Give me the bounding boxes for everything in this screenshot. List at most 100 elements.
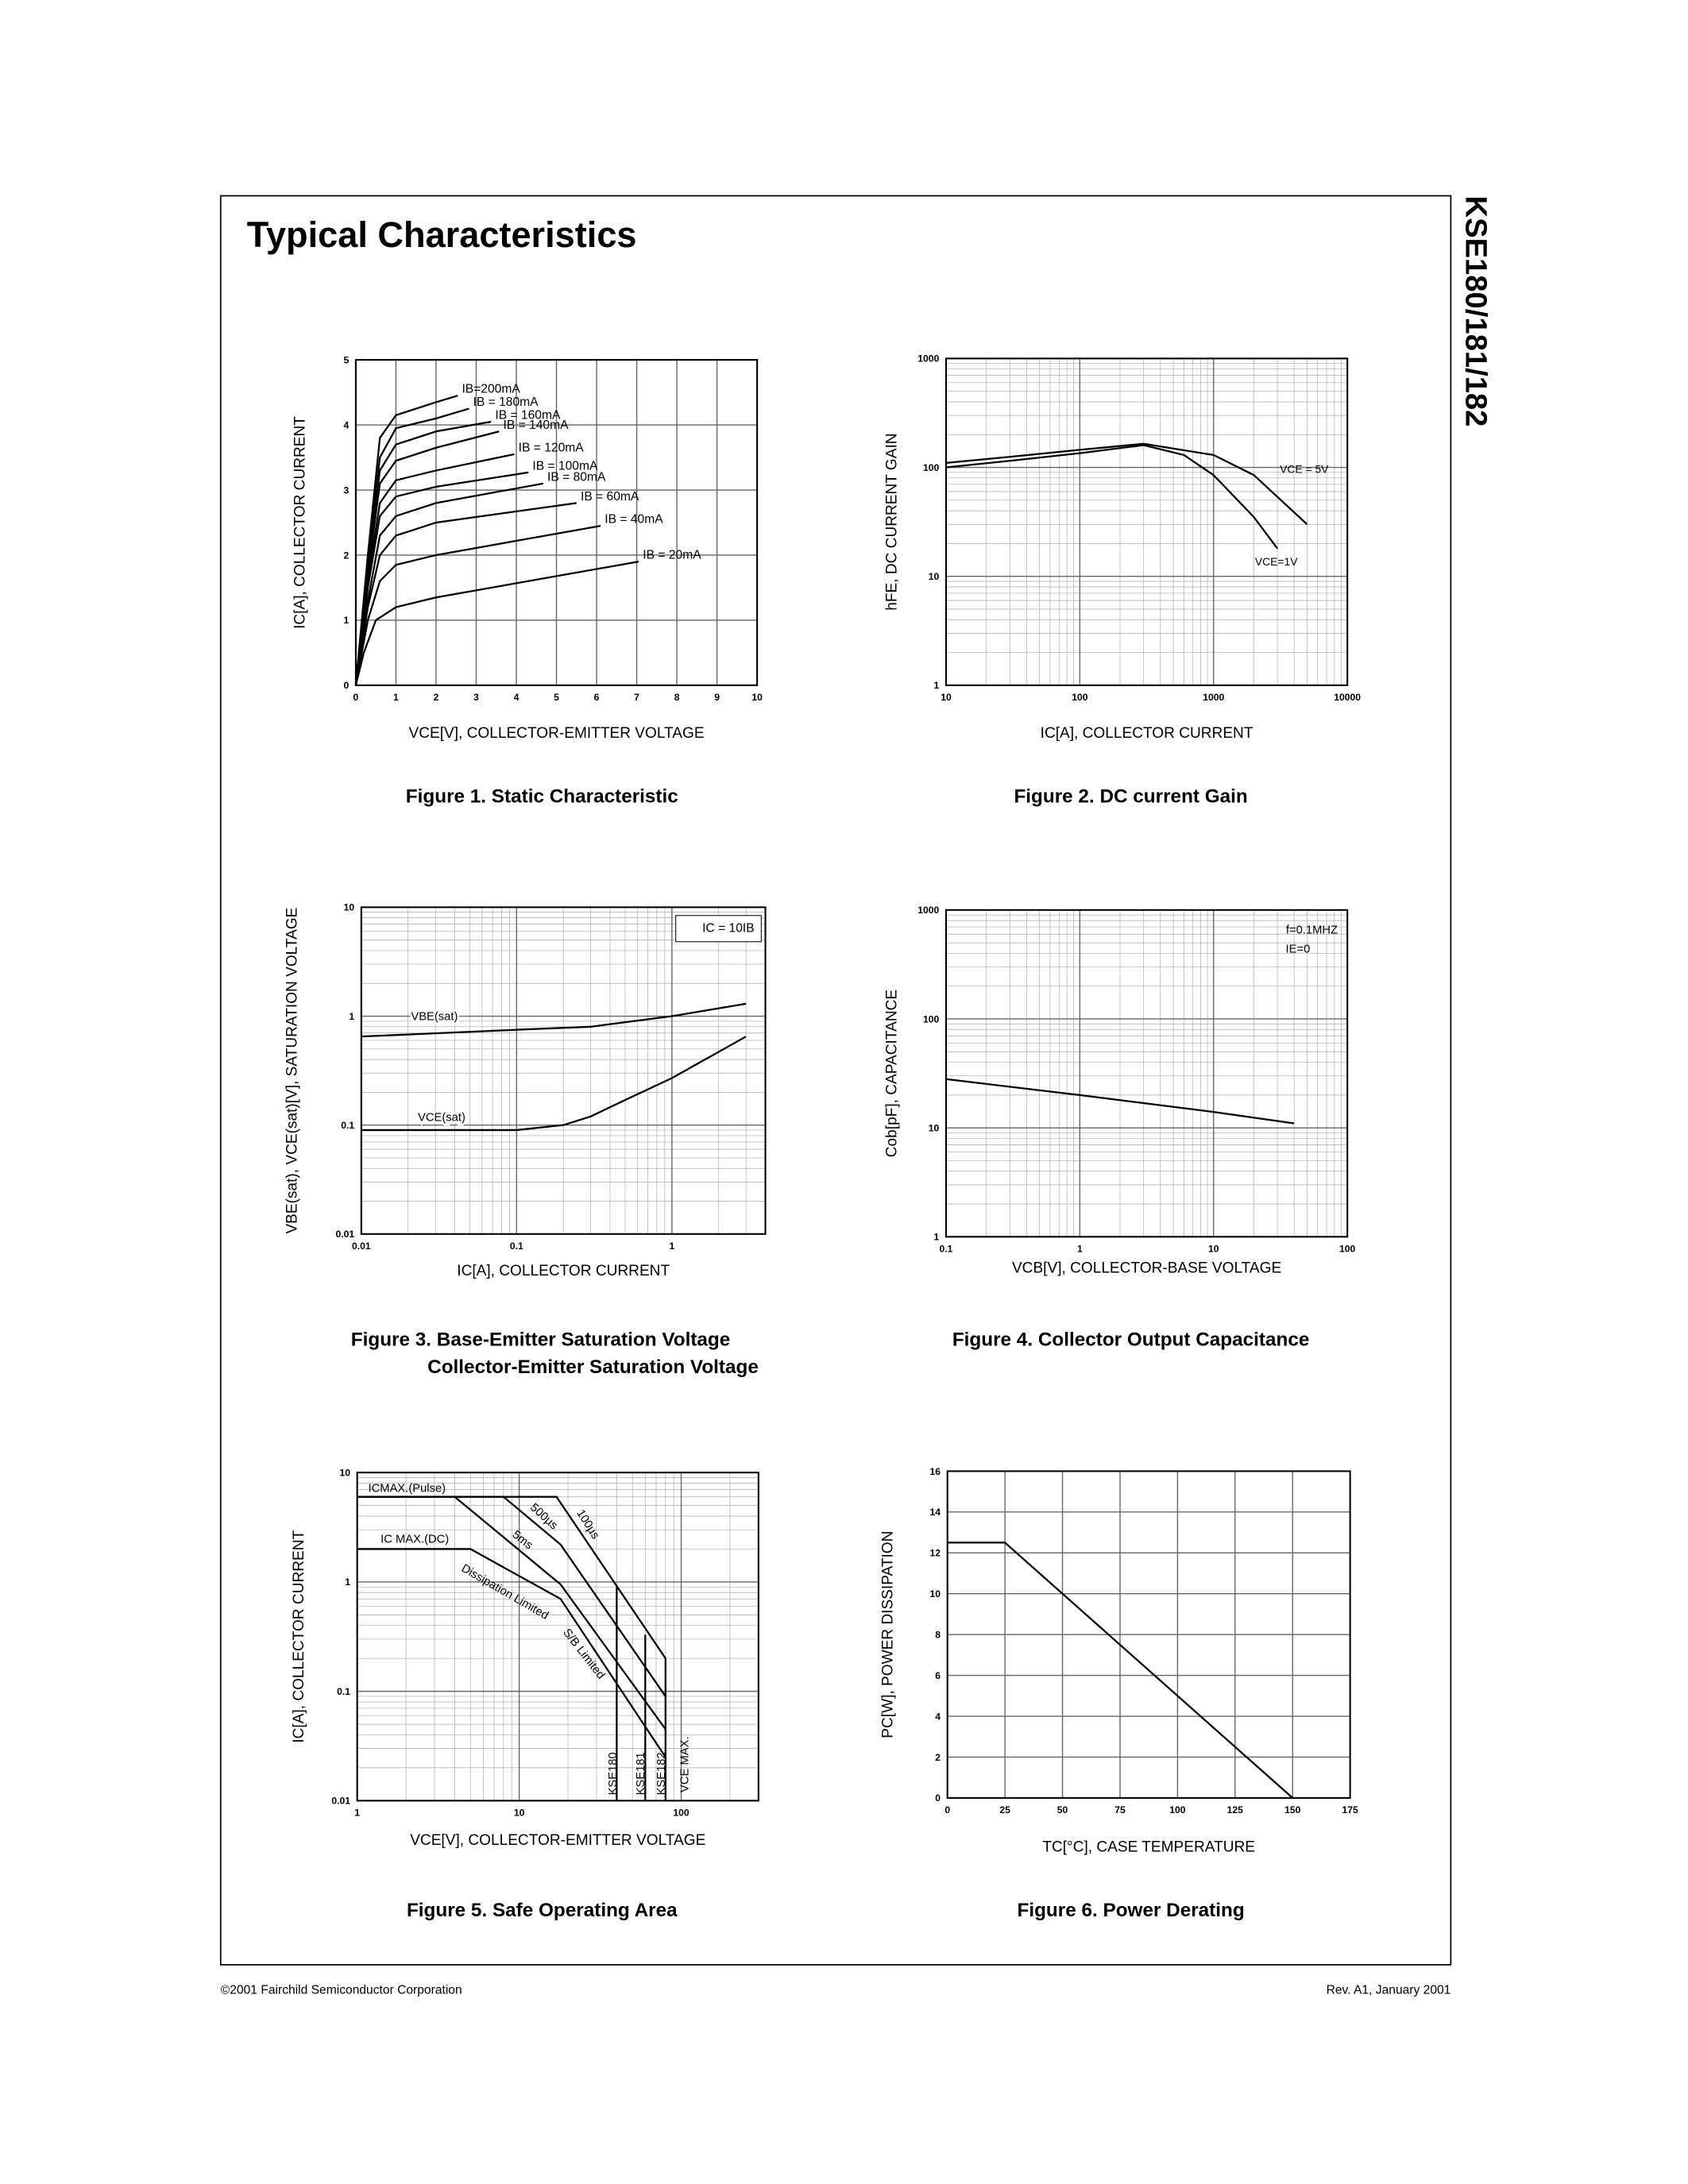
y-tick-label: 5 xyxy=(343,354,349,365)
y-tick-label: 1000 xyxy=(917,353,939,365)
y-tick-label: 10 xyxy=(929,571,940,582)
x-tick-label: 0 xyxy=(353,692,359,703)
x-tick-label: 0 xyxy=(944,1804,950,1815)
x-tick-label: 1 xyxy=(669,1241,674,1252)
series-label: IB = 40mA xyxy=(605,513,663,527)
x-tick-label: 175 xyxy=(1342,1804,1359,1815)
y-tick-label: 1 xyxy=(934,1232,940,1243)
x-tick-label: 0.01 xyxy=(352,1241,371,1252)
y-tick-label: 4 xyxy=(343,419,349,430)
x-tick-label: 150 xyxy=(1284,1804,1301,1815)
series-label: IB = 20mA xyxy=(643,549,701,562)
y-axis-label: IC[A], COLLECTOR CURRENT xyxy=(292,416,309,629)
figure-caption: Figure 4. Collector Output Capacitance xyxy=(952,1329,1310,1350)
y-tick-label: 8 xyxy=(935,1630,941,1641)
y-tick-label: 10 xyxy=(929,1122,940,1133)
y-tick-label: 1 xyxy=(349,1011,354,1022)
y-tick-label: 3 xyxy=(343,484,349,496)
x-tick-label: 100 xyxy=(1169,1804,1186,1815)
x-tick-label: 8 xyxy=(674,692,680,703)
figure-caption: Figure 1. Static Characteristic xyxy=(406,785,678,807)
series-label: IB = 180mA xyxy=(473,396,539,409)
figure-caption: Figure 5. Safe Operating Area xyxy=(407,1900,678,1921)
series-line xyxy=(947,1542,1293,1799)
x-tick-label: 100 xyxy=(673,1807,689,1818)
x-tick-label: 2 xyxy=(434,692,439,703)
y-axis-label: IC[A], COLLECTOR CURRENT xyxy=(291,1530,307,1743)
y-tick-label: 1 xyxy=(345,1576,350,1588)
series-line xyxy=(945,444,1279,550)
y-tick-label: 4 xyxy=(935,1711,941,1722)
series-label: IB=200mA xyxy=(462,383,520,396)
series-line xyxy=(357,1495,666,1731)
y-tick-label: 0.1 xyxy=(337,1686,350,1697)
x-tick-label: 100 xyxy=(1339,1243,1356,1254)
y-axis-label: hFE, DC CURRENT GAIN xyxy=(883,433,900,610)
x-tick-label: 1 xyxy=(354,1807,360,1818)
y-tick-label: 12 xyxy=(930,1548,941,1559)
y-tick-label: 2 xyxy=(935,1752,941,1763)
y-tick-label: 0 xyxy=(935,1792,941,1804)
y-tick-label: 1 xyxy=(934,680,940,691)
x-tick-label: 25 xyxy=(999,1804,1010,1815)
y-tick-label: 1 xyxy=(343,615,349,626)
y-tick-label: 100 xyxy=(923,1013,940,1024)
footer-left: ©2001 Fairchild Semiconductor Corporatio… xyxy=(221,1983,462,1997)
series-line xyxy=(354,561,639,686)
series-label: 5ms xyxy=(510,1529,535,1553)
x-axis-label: TC[°C], CASE TEMPERATURE xyxy=(1042,1839,1255,1856)
y-tick-label: 2 xyxy=(343,550,349,561)
series-label: 500µs xyxy=(527,1501,560,1532)
series-line xyxy=(354,502,577,686)
x-tick-label: 100 xyxy=(1072,692,1088,703)
annotation: f=0.1MHZ xyxy=(1286,924,1338,936)
plot-frame xyxy=(360,906,767,1235)
annotation-box xyxy=(675,915,762,943)
series-label: IB = 100mA xyxy=(532,459,598,473)
x-tick-label: 6 xyxy=(594,692,600,703)
x-axis-label: IC[A], COLLECTOR CURRENT xyxy=(1041,725,1253,742)
x-tick-label: 125 xyxy=(1227,1804,1244,1815)
figure-caption: Figure 6. Power Derating xyxy=(1017,1900,1244,1921)
x-axis-label: VCE[V], COLLECTOR-EMITTER VOLTAGE xyxy=(408,725,704,742)
series-label: KSE181 xyxy=(635,1752,647,1795)
y-tick-label: 16 xyxy=(930,1466,941,1477)
series-label: IB = 60mA xyxy=(581,490,639,504)
plot-frame xyxy=(354,359,759,686)
page-title: Typical Characteristics xyxy=(247,214,637,255)
y-tick-label: 0 xyxy=(343,680,349,691)
x-tick-label: 10 xyxy=(751,692,763,703)
y-tick-label: 10 xyxy=(930,1588,941,1599)
series-label: IB = 140mA xyxy=(503,419,569,432)
y-tick-label: 6 xyxy=(935,1670,941,1681)
y-axis-label: VBE(sat), VCE(sat)[V], SATURATION VOLTAG… xyxy=(284,908,300,1234)
x-tick-label: 1000 xyxy=(1203,692,1224,703)
series-line xyxy=(354,482,544,686)
plot-frame xyxy=(944,909,1349,1238)
y-tick-label: 10 xyxy=(339,1468,350,1479)
x-tick-label: 1 xyxy=(1077,1243,1083,1254)
y-tick-label: 10 xyxy=(344,902,355,913)
x-tick-label: 5 xyxy=(554,692,559,703)
series-line xyxy=(357,1548,666,1758)
y-axis-label: Cob[pF], CAPACITANCE xyxy=(883,990,900,1157)
series-label: 100µs xyxy=(574,1507,601,1542)
x-tick-label: 75 xyxy=(1114,1804,1126,1815)
y-tick-label: 1000 xyxy=(917,905,939,916)
series-line xyxy=(361,1002,747,1038)
plot-frame xyxy=(946,1470,1351,1799)
annotation: IC MAX.(DC) xyxy=(380,1534,449,1546)
x-axis-label: VCE[V], COLLECTOR-EMITTER VOLTAGE xyxy=(410,1832,705,1849)
x-tick-label: 10000 xyxy=(1334,692,1361,703)
y-tick-label: 0.1 xyxy=(341,1120,354,1131)
series-label: VBE(sat) xyxy=(411,1011,458,1024)
x-tick-label: 0.1 xyxy=(940,1243,953,1254)
figure-caption: Figure 2. DC current Gain xyxy=(1014,785,1247,807)
x-tick-label: 9 xyxy=(714,692,720,703)
y-axis-label: PC[W], POWER DISSIPATION xyxy=(879,1531,896,1738)
series-label: VCE = 5V xyxy=(1280,462,1329,475)
series-line xyxy=(354,471,529,685)
x-tick-label: 0.1 xyxy=(510,1241,523,1252)
